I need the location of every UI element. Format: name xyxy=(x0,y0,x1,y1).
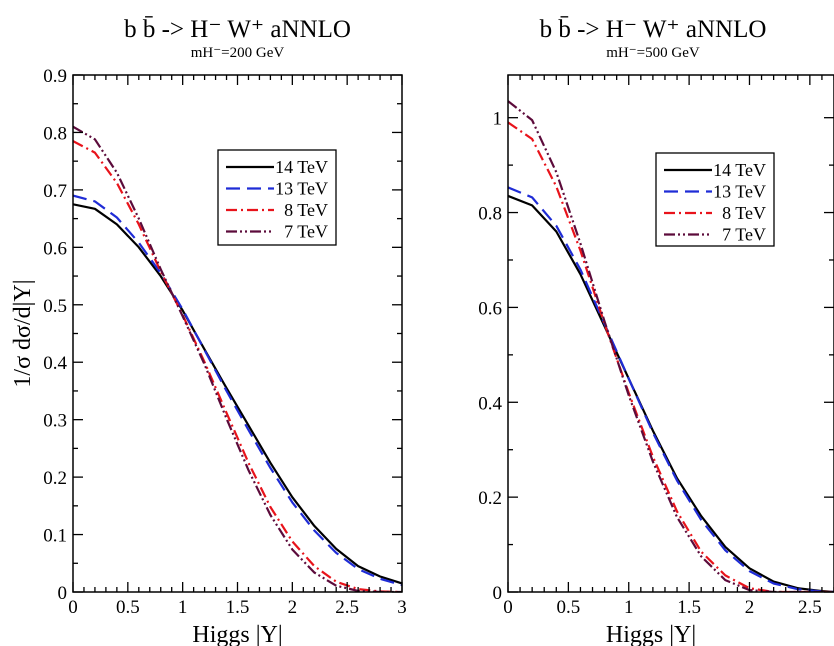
y-tick-label: 0.4 xyxy=(43,353,67,374)
x-tick-label: 1.5 xyxy=(226,597,250,618)
legend-label: 7 TeV xyxy=(722,225,766,245)
x-tick-label: 0.5 xyxy=(116,597,140,618)
series-line-14-tev xyxy=(73,203,402,585)
y-tick-label: 0.6 xyxy=(478,298,502,319)
x-tick-label: 0 xyxy=(503,597,513,618)
x-axis-label: Higgs |Y| xyxy=(192,622,282,646)
chart-subtitle: mH⁻=200 GeV xyxy=(191,45,285,61)
x-axis-label: Higgs |Y| xyxy=(606,622,696,646)
series-group xyxy=(508,100,834,592)
series-line-13-tev xyxy=(508,186,834,592)
y-tick-label: 0.3 xyxy=(43,411,67,432)
x-tick-label: 1 xyxy=(624,597,634,618)
y-tick-label: 0.4 xyxy=(478,393,502,414)
y-tick-label: 0.2 xyxy=(43,468,67,489)
x-tick-label: 0.5 xyxy=(556,597,580,618)
legend-label: 8 TeV xyxy=(722,203,766,223)
y-tick-label: 1 xyxy=(493,109,503,130)
legend-label: 13 TeV xyxy=(713,182,766,202)
y-tick-label: 0.6 xyxy=(43,238,67,259)
legend-label: 13 TeV xyxy=(275,179,328,199)
chart-panel-1: 0 0.5 1 1.5 2 2.5 3 0 0.1 0.2 0.3 0.4 0.5 0.6 0.7 0.8 0.… xyxy=(10,15,407,646)
y-tick-label: 0.5 xyxy=(43,296,67,317)
x-tick-label: 2.5 xyxy=(335,597,359,618)
y-tick-label: 0.7 xyxy=(43,181,67,202)
series-line-7-tev xyxy=(73,125,402,592)
legend-box xyxy=(655,152,775,247)
y-axis-label: 1/σ dσ/d|Y| xyxy=(10,279,36,387)
plot-frame xyxy=(507,74,834,593)
y-tick-label: 0.2 xyxy=(478,488,502,509)
legend-label: 7 TeV xyxy=(284,222,328,242)
x-tick-label: 2.5 xyxy=(798,597,822,618)
x-tick-label: 3 xyxy=(397,597,407,618)
y-tick-label: 0.8 xyxy=(478,204,502,225)
legend-box xyxy=(217,149,337,246)
chart-subtitle: mH⁻=500 GeV xyxy=(606,45,700,61)
y-tick-label: 0.9 xyxy=(43,66,67,87)
y-tick-label: 0.1 xyxy=(43,526,67,547)
x-tick-label: 0 xyxy=(68,597,78,618)
y-tick-label: 0 xyxy=(58,583,68,604)
x-tick-label: 1.5 xyxy=(677,597,701,618)
legend-label: 14 TeV xyxy=(275,157,328,177)
series-line-8-tev xyxy=(508,121,834,592)
chart-title: b b̄ -> H⁻ W⁺ aNNLO xyxy=(540,15,767,43)
series-line-14-tev xyxy=(508,194,834,592)
series-line-13-tev xyxy=(73,194,402,587)
legend-label: 14 TeV xyxy=(713,160,766,180)
x-tick-label: 2 xyxy=(745,597,755,618)
y-tick-label: 0 xyxy=(493,583,503,604)
legend-label: 8 TeV xyxy=(284,200,328,220)
chart-title: b b̄ -> H⁻ W⁺ aNNLO xyxy=(124,15,351,43)
x-tick-label: 2 xyxy=(288,597,298,618)
y-tick-label: 0.8 xyxy=(43,123,67,144)
series-group xyxy=(73,125,402,592)
x-tick-label: 1 xyxy=(178,597,188,618)
chart-panel-2: 0 0.5 1 1.5 2 2.5 0 0.2 0.4 0.6 0.8 1 Higgs |Y| b b̄ … xyxy=(478,15,834,646)
